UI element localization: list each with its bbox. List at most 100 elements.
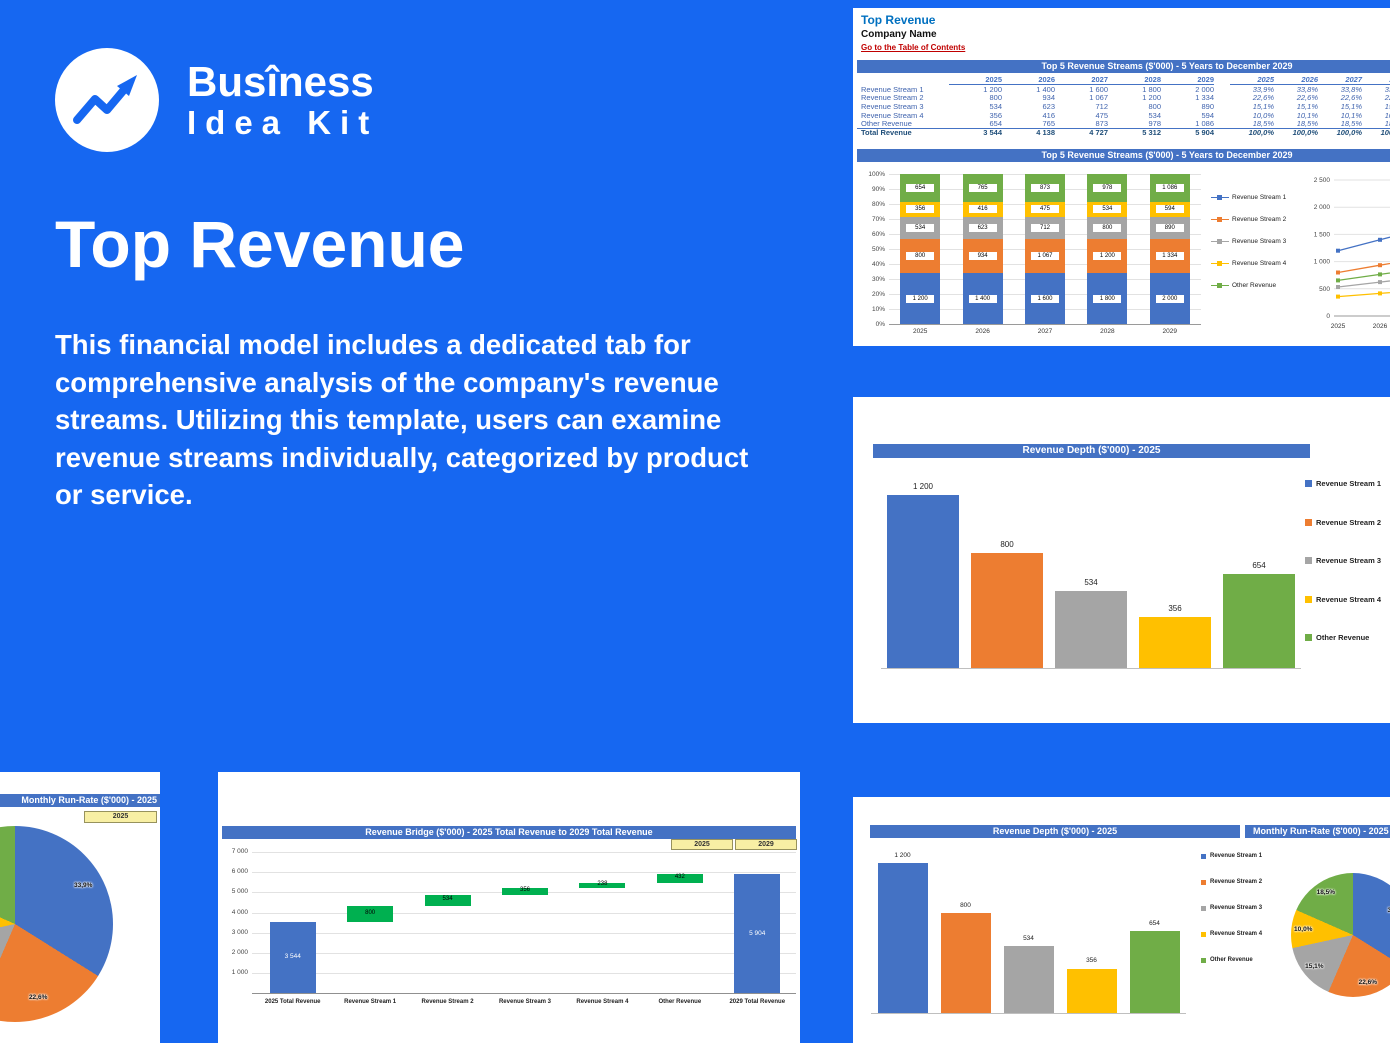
cell-pct: 22,6%	[1252, 93, 1274, 103]
year-header: 2029	[1161, 75, 1214, 86]
legend-label: Revenue Stream 1	[1316, 479, 1382, 488]
brand-logo: Busîness Idea Kit	[55, 48, 378, 152]
y-axis-tick: 1 000	[231, 969, 248, 977]
cell-pct: 10,1%	[1340, 110, 1362, 120]
waterfall-chart: 7 000 6 000 5 000 4 000 3 000 2 000 1 000 3 544…	[218, 772, 800, 1043]
cell-value: 623	[1042, 101, 1055, 111]
legend-marker	[1201, 931, 1206, 937]
cell-value: 712	[1095, 101, 1108, 111]
y-axis-tick: 80%	[871, 200, 885, 208]
x-axis-label: 2029 Total Revenue	[729, 999, 786, 1005]
legend-item: Revenue Stream 1	[1211, 194, 1286, 201]
bar-label: 1 200	[912, 482, 934, 491]
gridline	[252, 952, 796, 954]
runrate-header: Monthly Run-Rate ($'000) - 2025	[0, 794, 160, 807]
cell-pct: 100,0%	[1292, 128, 1318, 138]
bar-label: 534	[442, 896, 453, 903]
cell-pct: 15,1%	[1384, 101, 1390, 111]
y-axis-tick: 4 000	[231, 908, 248, 916]
y-axis-tick: 0%	[875, 320, 885, 328]
legend-line-marker	[1211, 282, 1229, 289]
increase-bar	[347, 905, 394, 922]
legend-item: Revenue Stream 3	[1201, 905, 1262, 911]
stacked-bar-chart: 100% 90% 80% 70% 60% 50% 40% 30% 20% 10% 0% 1 200 80…	[859, 168, 1309, 344]
table-row: Revenue Stream 4 356 416 475 534 594 10,0% 10,1…	[857, 111, 1390, 120]
bar-segment-label: 873	[1031, 183, 1059, 192]
gridline	[252, 852, 796, 854]
sheet-title: Top Revenue	[861, 13, 936, 27]
cell-value: 1 600	[1089, 84, 1108, 94]
legend-marker	[1305, 634, 1312, 641]
cell-pct: 10,1%	[1384, 110, 1390, 120]
bar-segment-label: 534	[1093, 205, 1122, 214]
cell-value: 4 138	[1036, 128, 1055, 138]
legend-label: Revenue Stream 3	[1210, 905, 1263, 911]
bar-segment-label: 416	[968, 205, 997, 214]
pie	[0, 826, 113, 1022]
cell-pct: 100,0%	[1336, 128, 1362, 138]
bar-segment-label: 1 400	[968, 294, 997, 303]
cell-pct: 15,1%	[1340, 101, 1362, 111]
x-axis-label: Other Revenue	[658, 999, 702, 1005]
legend-item: Revenue Stream 4	[1201, 931, 1262, 937]
bar	[1003, 946, 1054, 1013]
legend-square	[1217, 283, 1222, 288]
pie-slice-label: 10,0%	[1294, 925, 1313, 933]
brand-name-line1: Busîness	[187, 58, 374, 106]
cell-value: 1 200	[1142, 93, 1161, 103]
pie-slice-label: 22,6%	[1358, 978, 1378, 986]
legend-item: Revenue Stream 1	[1305, 479, 1381, 488]
gridline	[252, 912, 796, 914]
svg-text:0: 0	[1326, 313, 1330, 320]
pie	[1291, 873, 1390, 997]
bar-segment-label: 594	[1155, 205, 1184, 214]
cell-value: 934	[1042, 93, 1055, 103]
bar	[877, 863, 928, 1013]
x-axis-line	[252, 993, 796, 994]
total-bar	[269, 921, 316, 994]
legend-square	[1217, 195, 1222, 200]
runrate-panel-partial: Monthly Run-Rate ($'000) - 2025 2025 33,…	[0, 772, 160, 1043]
legend-label: Revenue Stream 4	[1232, 260, 1287, 267]
depth-bar-chart-small: 1 200 800 534 356 654 Revenue Stream 1 Revenue…	[853, 797, 1390, 1043]
cell-pct: 10,0%	[1252, 110, 1274, 120]
legend-label: Revenue Stream 1	[1232, 194, 1287, 201]
table-of-contents-link[interactable]: Go to the Table of Contents	[861, 43, 966, 52]
company-name: Company Name	[861, 29, 937, 40]
legend-square	[1217, 261, 1222, 266]
x-axis-label: 2026	[975, 328, 990, 335]
x-axis-label: 2027	[1037, 328, 1053, 335]
bar-label: 654	[1149, 919, 1160, 927]
page-title: Top Revenue	[55, 207, 465, 281]
legend-marker	[1201, 879, 1206, 885]
svg-text:2026: 2026	[1373, 323, 1388, 330]
year-header: 2028	[1108, 75, 1161, 86]
cell-value: 416	[1042, 110, 1055, 120]
bar-segment-label: 800	[1093, 223, 1122, 232]
cell-value: 4 727	[1089, 128, 1108, 138]
legend-item: Other Revenue	[1305, 633, 1369, 642]
runrate-pie-chart: 33,9%22,6%15,1%10,0%18,5%	[0, 772, 160, 1043]
total-bar	[734, 874, 781, 994]
bar-segment-label: 765	[968, 183, 997, 192]
cell-value: 2 000	[1195, 84, 1214, 94]
brand-name-line2: Idea Kit	[187, 103, 379, 141]
cell-value: 890	[1201, 101, 1214, 111]
svg-text:2025: 2025	[1331, 323, 1346, 330]
depth-chart-header-small: Revenue Depth ($'000) - 2025	[870, 825, 1240, 838]
bridge-year-filter-2025[interactable]: 2025	[671, 839, 733, 850]
svg-text:1 000: 1 000	[1314, 259, 1331, 266]
cell-value: 356	[989, 110, 1002, 120]
bar-segment-label: 1 067	[1031, 252, 1059, 261]
cell-value: 1 200	[983, 84, 1002, 94]
cell-pct: 15,1%	[1252, 101, 1274, 111]
year-filter-2025[interactable]: 2025	[84, 811, 157, 823]
bridge-year-filter-2029[interactable]: 2029	[735, 839, 797, 850]
row-label: Revenue Stream 1	[861, 84, 924, 94]
row-label: Total Revenue	[861, 128, 912, 138]
legend-label: Revenue Stream 3	[1316, 556, 1382, 565]
bar-label: 432	[674, 874, 685, 881]
cell-pct: 33,8%	[1340, 84, 1362, 94]
x-axis-label: 2025	[912, 328, 928, 335]
cell-value: 873	[1095, 119, 1108, 129]
